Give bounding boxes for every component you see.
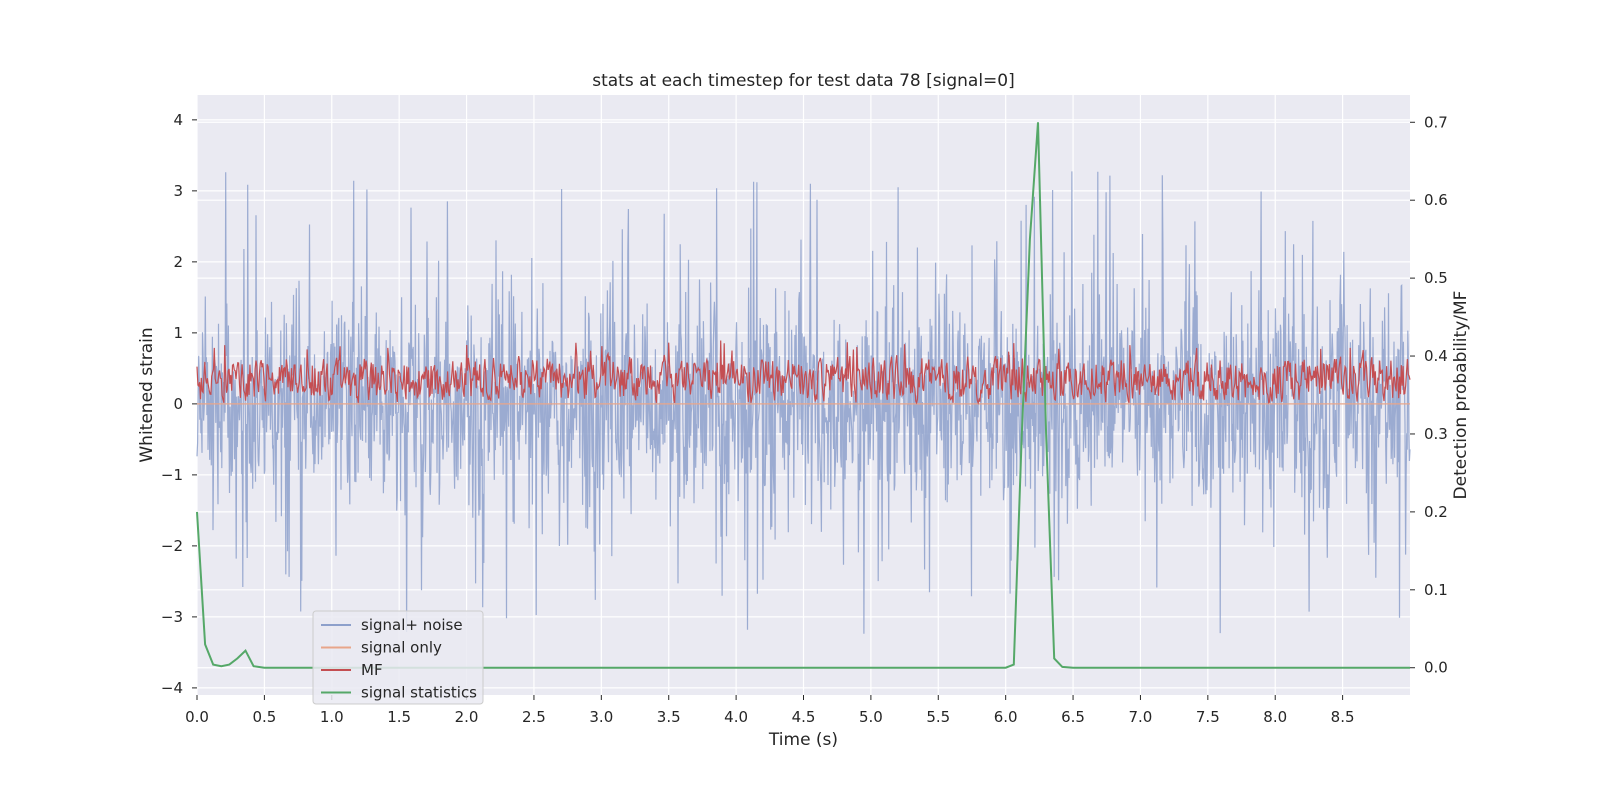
y-tick-label: −2 <box>161 537 183 555</box>
y2-tick-label: 0.0 <box>1424 659 1448 677</box>
series-mf <box>196 340 1411 405</box>
legend-signal-noise-label: signal+ noise <box>361 616 463 634</box>
legend: signal+ noise signal only MF signal statist… <box>312 610 484 705</box>
x-tick-label: 0.0 <box>185 708 209 726</box>
x-axis-label: Time (s) <box>768 730 838 750</box>
y-tick-label: −4 <box>161 679 183 697</box>
x-tick-label: 3.5 <box>657 708 681 726</box>
x-tick-label: 0.5 <box>252 708 276 726</box>
y2-tick-label: 0.3 <box>1424 425 1448 443</box>
x-tick-label: 6.0 <box>994 708 1018 726</box>
y-tick-label: −1 <box>161 466 183 484</box>
x-tick-label: 2.0 <box>455 708 479 726</box>
series-signal-statistics <box>196 122 1410 669</box>
y2-tick-label: 0.5 <box>1424 269 1448 287</box>
y2-axis-label: Detection probability/MF <box>1451 291 1471 500</box>
y-tick-label: 0 <box>173 395 183 413</box>
series-signal-noise <box>196 171 1411 634</box>
x-tick-label: 4.5 <box>792 708 816 726</box>
y-axis-ticks: 4 3 2 1 0 −1 −2 −3 −4 <box>161 111 197 697</box>
y2-axis-ticks: 0.7 0.6 0.5 0.4 0.3 0.2 0.1 0.0 <box>1410 113 1448 677</box>
x-tick-label: 4.0 <box>724 708 748 726</box>
y2-tick-label: 0.6 <box>1424 191 1448 209</box>
y-tick-label: 3 <box>173 182 183 200</box>
x-tick-label: 1.0 <box>320 708 344 726</box>
x-tick-label: 7.0 <box>1129 708 1153 726</box>
chart-title: stats at each timestep for test data 78 … <box>592 71 1015 91</box>
x-tick-label: 5.0 <box>859 708 883 726</box>
y2-tick-label: 0.2 <box>1424 503 1448 521</box>
x-tick-label: 1.5 <box>387 708 411 726</box>
x-tick-label: 2.5 <box>522 708 546 726</box>
legend-mf-label: MF <box>361 661 383 679</box>
x-tick-label: 7.5 <box>1196 708 1220 726</box>
x-tick-label: 5.5 <box>926 708 950 726</box>
y2-tick-label: 0.1 <box>1424 581 1448 599</box>
y2-tick-label: 0.7 <box>1424 113 1448 131</box>
x-tick-label: 8.5 <box>1331 708 1355 726</box>
y-tick-label: 4 <box>173 111 183 129</box>
y-axis-label: Whitened strain <box>137 327 157 462</box>
x-axis-ticks: 0.0 0.5 1.0 1.5 2.0 2.5 3.0 3.5 4.0 4.5 5.0 5.5 6.0 6… <box>185 695 1355 726</box>
series-layer <box>196 122 1411 669</box>
legend-signal-only-label: signal only <box>361 639 442 657</box>
x-tick-label: 6.5 <box>1061 708 1085 726</box>
legend-box <box>312 610 484 705</box>
x-tick-label: 3.0 <box>589 708 613 726</box>
x-tick-label: 8.0 <box>1263 708 1287 726</box>
y-tick-label: 1 <box>173 324 183 342</box>
y-tick-label: −3 <box>161 608 183 626</box>
y2-tick-label: 0.4 <box>1424 347 1448 365</box>
y-tick-label: 2 <box>173 253 183 271</box>
legend-signal-statistics-label: signal statistics <box>361 684 477 702</box>
